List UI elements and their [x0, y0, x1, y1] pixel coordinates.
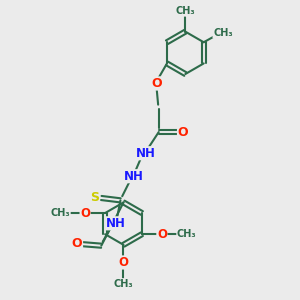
Text: CH₃: CH₃	[213, 28, 233, 38]
Text: O: O	[157, 228, 167, 241]
Text: NH: NH	[136, 147, 156, 160]
Text: CH₃: CH₃	[51, 208, 70, 218]
Text: NH: NH	[106, 217, 126, 230]
Text: O: O	[118, 256, 128, 269]
Text: O: O	[152, 77, 162, 90]
Text: O: O	[178, 125, 188, 139]
Text: O: O	[72, 237, 83, 250]
Text: S: S	[90, 191, 99, 204]
Text: CH₃: CH₃	[114, 279, 133, 289]
Text: NH: NH	[124, 170, 143, 183]
Text: CH₃: CH₃	[176, 6, 195, 16]
Text: O: O	[80, 206, 90, 220]
Text: CH₃: CH₃	[177, 229, 196, 239]
